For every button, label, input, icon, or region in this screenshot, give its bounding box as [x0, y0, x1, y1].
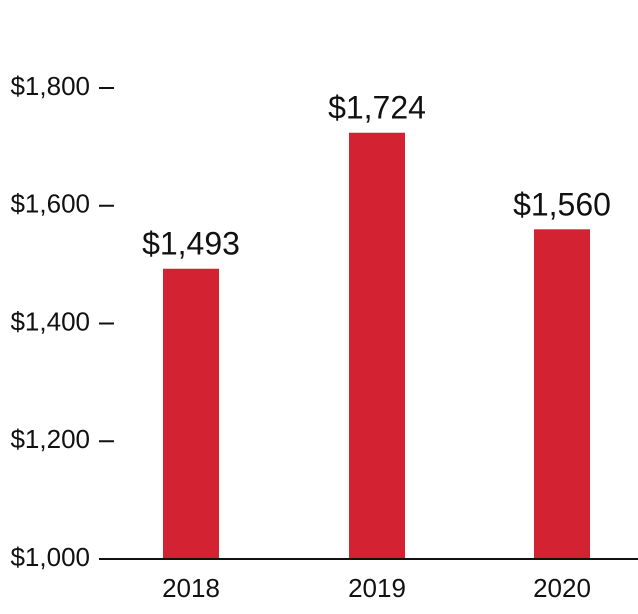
x-tick-label: 2018	[162, 573, 220, 603]
y-tick-label: $1,200	[10, 424, 90, 454]
data-label-2019: $1,724	[328, 90, 426, 126]
data-label-2020: $1,560	[513, 186, 611, 222]
x-tick-label: 2019	[348, 573, 406, 603]
y-tick-label: $1,000	[10, 542, 90, 572]
y-tick-label: $1,600	[10, 189, 90, 219]
y-axis: $1,000 $1,200 $1,400 $1,600 $1,800	[10, 71, 114, 572]
bar-2019	[349, 132, 405, 559]
x-axis: 2018 2019 2020	[162, 573, 591, 603]
x-tick-label: 2020	[533, 573, 591, 603]
y-tick-label: $1,800	[10, 71, 90, 101]
bars	[163, 132, 590, 560]
data-labels: $1,493 $1,724 $1,560	[142, 90, 611, 262]
data-label-2018: $1,493	[142, 226, 240, 262]
bar-2020	[534, 229, 590, 560]
y-tick-label: $1,400	[10, 306, 90, 336]
bar-2018	[163, 268, 219, 559]
